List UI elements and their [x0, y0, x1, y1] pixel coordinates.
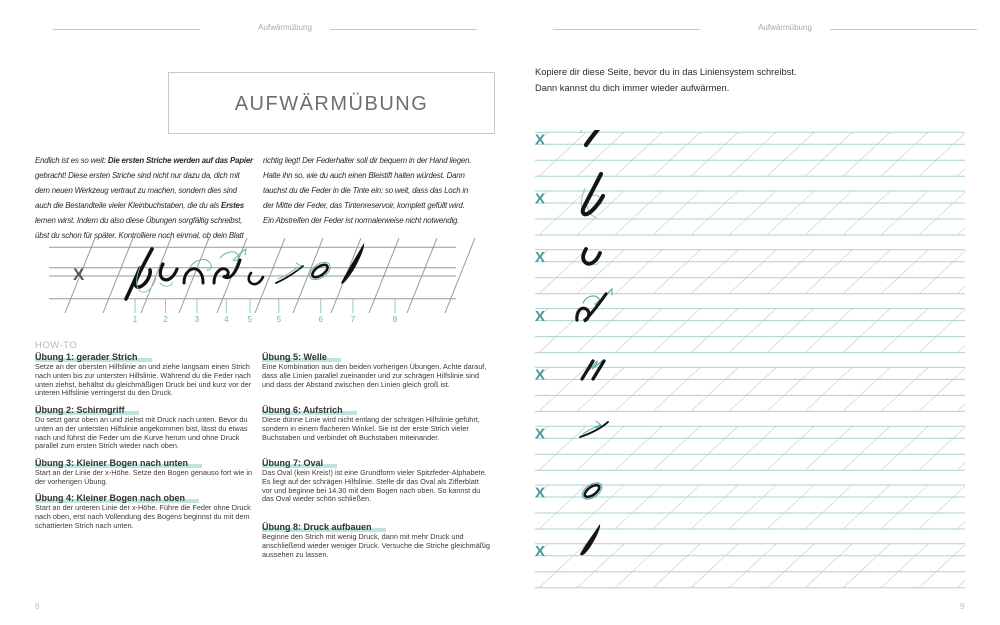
svg-text:X: X	[535, 426, 545, 443]
svg-text:5: 5	[248, 315, 253, 324]
svg-text:3: 3	[195, 315, 200, 324]
svg-text:5: 5	[277, 315, 282, 324]
svg-text:2: 2	[163, 315, 168, 324]
svg-text:8: 8	[393, 315, 398, 324]
svg-text:X: X	[535, 132, 545, 149]
svg-text:X: X	[73, 265, 85, 284]
svg-text:1: 1	[133, 315, 138, 324]
svg-text:X: X	[535, 190, 545, 207]
svg-text:4: 4	[224, 315, 229, 324]
svg-text:X: X	[535, 308, 545, 325]
svg-text:X: X	[535, 249, 545, 266]
svg-text:X: X	[535, 543, 545, 560]
svg-text:X: X	[535, 484, 545, 501]
svg-text:6: 6	[318, 315, 323, 324]
svg-text:X: X	[535, 367, 545, 384]
svg-text:7: 7	[351, 315, 356, 324]
